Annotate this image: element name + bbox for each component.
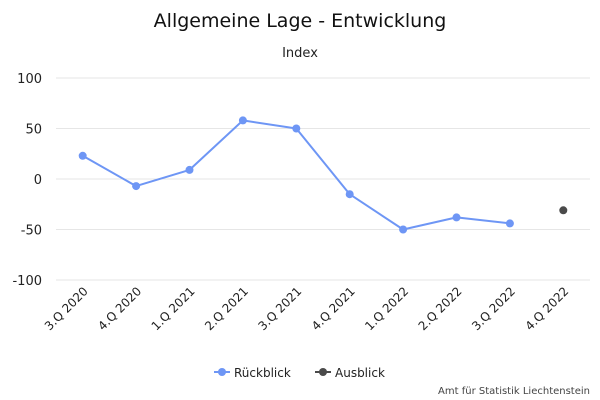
data-point[interactable]	[292, 124, 301, 133]
legend-label: Rückblick	[234, 366, 291, 380]
x-tick-label: 3.Q 2022	[469, 284, 518, 333]
data-point[interactable]	[452, 213, 461, 222]
chart-subtitle: Index	[282, 46, 318, 61]
y-tick-label: -50	[21, 224, 42, 239]
data-point[interactable]	[505, 219, 514, 228]
legend-marker	[218, 368, 226, 376]
plot-area	[78, 116, 568, 234]
y-tick-label: -100	[12, 274, 42, 289]
y-axis: 100 50 0 -50 -100	[12, 72, 42, 289]
data-point[interactable]	[399, 225, 408, 234]
x-tick-label: 4.Q 2021	[309, 284, 358, 333]
data-point[interactable]	[78, 151, 87, 160]
series-1	[559, 206, 568, 215]
grid	[56, 77, 590, 281]
data-point[interactable]	[132, 182, 141, 191]
x-tick-label: 3.Q 2020	[42, 284, 91, 333]
data-point[interactable]	[345, 190, 354, 199]
data-point[interactable]	[559, 206, 568, 215]
chart-title: Allgemeine Lage - Entwicklung	[154, 10, 447, 32]
data-point[interactable]	[185, 165, 194, 174]
x-tick-label: 4.Q 2020	[95, 284, 144, 333]
x-tick-label: 3.Q 2021	[255, 284, 304, 333]
legend-item[interactable]: Ausblick	[315, 366, 385, 380]
legend-item[interactable]: Rückblick	[214, 366, 291, 380]
x-tick-label: 1.Q 2022	[362, 284, 411, 333]
y-tick-label: 0	[34, 173, 42, 188]
series-0	[78, 116, 514, 234]
series-line	[82, 119, 511, 231]
legend[interactable]: Rückblick Ausblick	[214, 366, 385, 380]
x-tick-label: 1.Q 2021	[149, 284, 198, 333]
x-tick-label: 2.Q 2022	[416, 284, 465, 333]
legend-marker	[319, 368, 327, 376]
legend-label: Ausblick	[335, 366, 385, 380]
x-axis: 3.Q 2020 4.Q 2020 1.Q 2021 2.Q 2021 3.Q 2021…	[42, 284, 572, 333]
y-tick-label: 50	[25, 123, 42, 138]
data-point[interactable]	[238, 116, 247, 125]
x-tick-label: 4.Q 2022	[522, 284, 571, 333]
y-tick-label: 100	[17, 72, 42, 87]
credits[interactable]: Amt für Statistik Liechtenstein	[438, 386, 590, 397]
x-tick-label: 2.Q 2021	[202, 284, 251, 333]
